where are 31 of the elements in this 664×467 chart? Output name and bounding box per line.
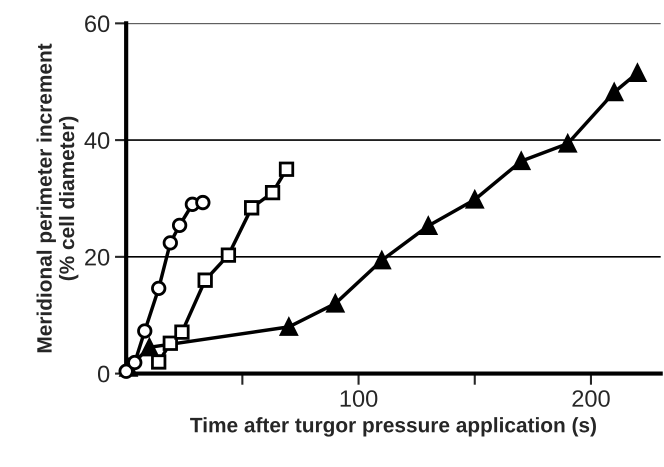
x-tick-label: 200: [572, 390, 610, 407]
point: [326, 294, 344, 313]
x-tick-label: 100: [340, 390, 378, 407]
point: [466, 190, 484, 209]
point: [280, 318, 298, 336]
point: [198, 272, 213, 288]
x-axis-title: Time after turgor pressure application (s): [190, 417, 596, 437]
point: [151, 280, 166, 296]
point: [512, 152, 530, 170]
y-tick-label: 40: [84, 132, 110, 149]
point: [220, 247, 236, 263]
y-tick-label: 0: [98, 366, 110, 382]
point: [558, 134, 577, 153]
y-tick-label: 60: [85, 15, 110, 32]
point: [137, 323, 152, 339]
y-tick-label: 20: [85, 248, 110, 266]
point: [372, 251, 391, 270]
point: [605, 83, 624, 102]
point: [278, 162, 294, 177]
point: [244, 200, 260, 216]
point: [151, 354, 166, 370]
point: [195, 194, 210, 210]
point: [419, 216, 438, 235]
point: [264, 185, 280, 200]
point: [172, 218, 188, 233]
point: [162, 235, 178, 250]
point: [628, 64, 646, 82]
point: [140, 338, 158, 356]
point: [162, 336, 178, 351]
point: [174, 324, 190, 340]
y-axis-title: Meridional perimeter increment (% cell diameter): [36, 44, 78, 352]
